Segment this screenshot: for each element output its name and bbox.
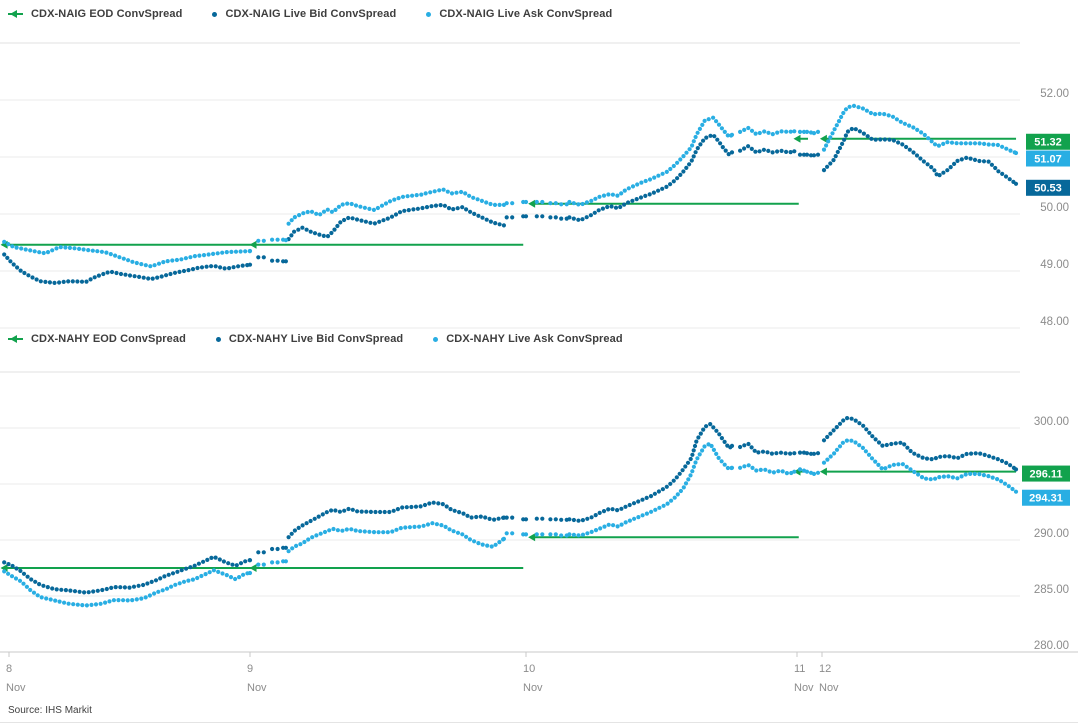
x-axis-label: 12 [819, 663, 831, 675]
x-axis-label: 11 [794, 663, 805, 675]
x-axis-label: 8 [6, 663, 12, 675]
nahy-ask-series [2, 438, 1019, 608]
x-axis-label: 10 [523, 663, 535, 675]
legend-nahy: CDX-NAHY EOD ConvSpread CDX-NAHY Live Bi… [8, 331, 623, 347]
legend-item-naig-eod[interactable]: CDX-NAIG EOD ConvSpread [8, 8, 182, 20]
legend-item-label: CDX-NAIG EOD ConvSpread [31, 8, 183, 20]
y-axis-label: 52.00 [1040, 88, 1069, 100]
eod-arrow-icon [249, 564, 257, 572]
y-axis-label: 285.00 [1034, 584, 1069, 596]
x-axis-sublabel: Nov [523, 682, 543, 694]
naig-end-value-badge: 50.53 [1026, 179, 1070, 196]
eod-arrow-icon [249, 240, 257, 249]
nahy-chart: 300.00 290.00 285.00 280.00 8 Nov 9 Nov 10 Nov 11 N… [0, 371, 1078, 694]
legend-item-nahy-eod[interactable]: CDX-NAHY EOD ConvSpread [8, 333, 186, 345]
legend-item-label: CDX-NAHY Live Bid ConvSpread [228, 333, 404, 345]
svg-text:296.11: 296.11 [1029, 468, 1062, 480]
nahy-eod-step-line [0, 467, 1017, 572]
bid-dot-icon [215, 336, 221, 342]
legend-naig: CDX-NAIG EOD ConvSpread CDX-NAIG Live Bi… [8, 6, 612, 22]
eod-arrow-icon [0, 564, 8, 572]
eod-arrow-icon [819, 467, 827, 476]
x-axis-sublabel: Nov [247, 682, 267, 694]
legend-item-naig-bid[interactable]: CDX-NAIG Live Bid ConvSpread [212, 8, 396, 20]
ask-dot-icon [433, 336, 439, 342]
legend-item-nahy-ask[interactable]: CDX-NAHY Live Ask ConvSpread [433, 333, 623, 345]
nahy-bid-series [2, 416, 1019, 595]
x-axis-sublabel: Nov [819, 682, 839, 694]
legend-item-label: CDX-NAIG Live Ask ConvSpread [439, 8, 613, 20]
legend-item-naig-ask[interactable]: CDX-NAIG Live Ask ConvSpread [426, 8, 612, 20]
footer-divider [0, 722, 1078, 723]
bid-dot-icon [212, 11, 218, 17]
naig-eod-step-line [0, 134, 1017, 249]
x-axis-sublabel: Nov [6, 682, 26, 694]
legend-item-label: CDX-NAHY EOD ConvSpread [31, 333, 186, 345]
y-axis-label: 49.00 [1040, 259, 1069, 271]
eod-arrow-icon [819, 134, 827, 143]
x-axis-label: 9 [247, 663, 253, 675]
eod-line-arrow-icon [8, 10, 23, 18]
y-axis-label: 48.00 [1040, 316, 1069, 328]
ask-dot-icon [426, 11, 432, 17]
nahy-gridlines: 300.00 290.00 285.00 280.00 [0, 371, 1078, 653]
y-axis-label: 300.00 [1034, 416, 1069, 428]
svg-text:294.31: 294.31 [1029, 493, 1063, 505]
x-axis-sublabel: Nov [794, 682, 814, 694]
naig-end-value-badge: 51.07 [1026, 150, 1070, 167]
y-axis-label: 280.00 [1034, 640, 1069, 652]
legend-item-nahy-bid[interactable]: CDX-NAHY Live Bid ConvSpread [215, 333, 404, 345]
svg-text:51.32: 51.32 [1034, 137, 1062, 149]
legend-item-label: CDX-NAHY Live Ask ConvSpread [446, 333, 623, 345]
naig-bid-series [2, 126, 1019, 285]
naig-gridlines: 52.00 50.00 49.00 48.00 [0, 42, 1069, 329]
y-axis-label: 50.00 [1040, 202, 1069, 214]
source-note: Source: IHS Markit [8, 705, 92, 716]
naig-end-value-badge: 51.32 [1026, 133, 1070, 150]
legend-item-label: CDX-NAIG Live Bid ConvSpread [225, 8, 397, 20]
nahy-end-value-badge: 296.11 [1022, 465, 1070, 482]
eod-arrow-icon [793, 134, 801, 143]
eod-arrow-icon [528, 533, 536, 542]
naig-chart: 52.00 50.00 49.00 48.00 51.32 51.07 50.53 [0, 42, 1070, 329]
eod-line-arrow-icon [8, 335, 23, 343]
y-axis-label: 290.00 [1034, 528, 1069, 540]
svg-text:51.07: 51.07 [1034, 153, 1062, 165]
nahy-end-value-badge: 294.31 [1022, 489, 1070, 506]
eod-arrow-icon [528, 199, 536, 208]
x-axis: 8 Nov 9 Nov 10 Nov 11 Nov 12 Nov [6, 652, 839, 694]
naig-ask-series [2, 103, 1019, 269]
svg-text:50.53: 50.53 [1034, 183, 1062, 195]
